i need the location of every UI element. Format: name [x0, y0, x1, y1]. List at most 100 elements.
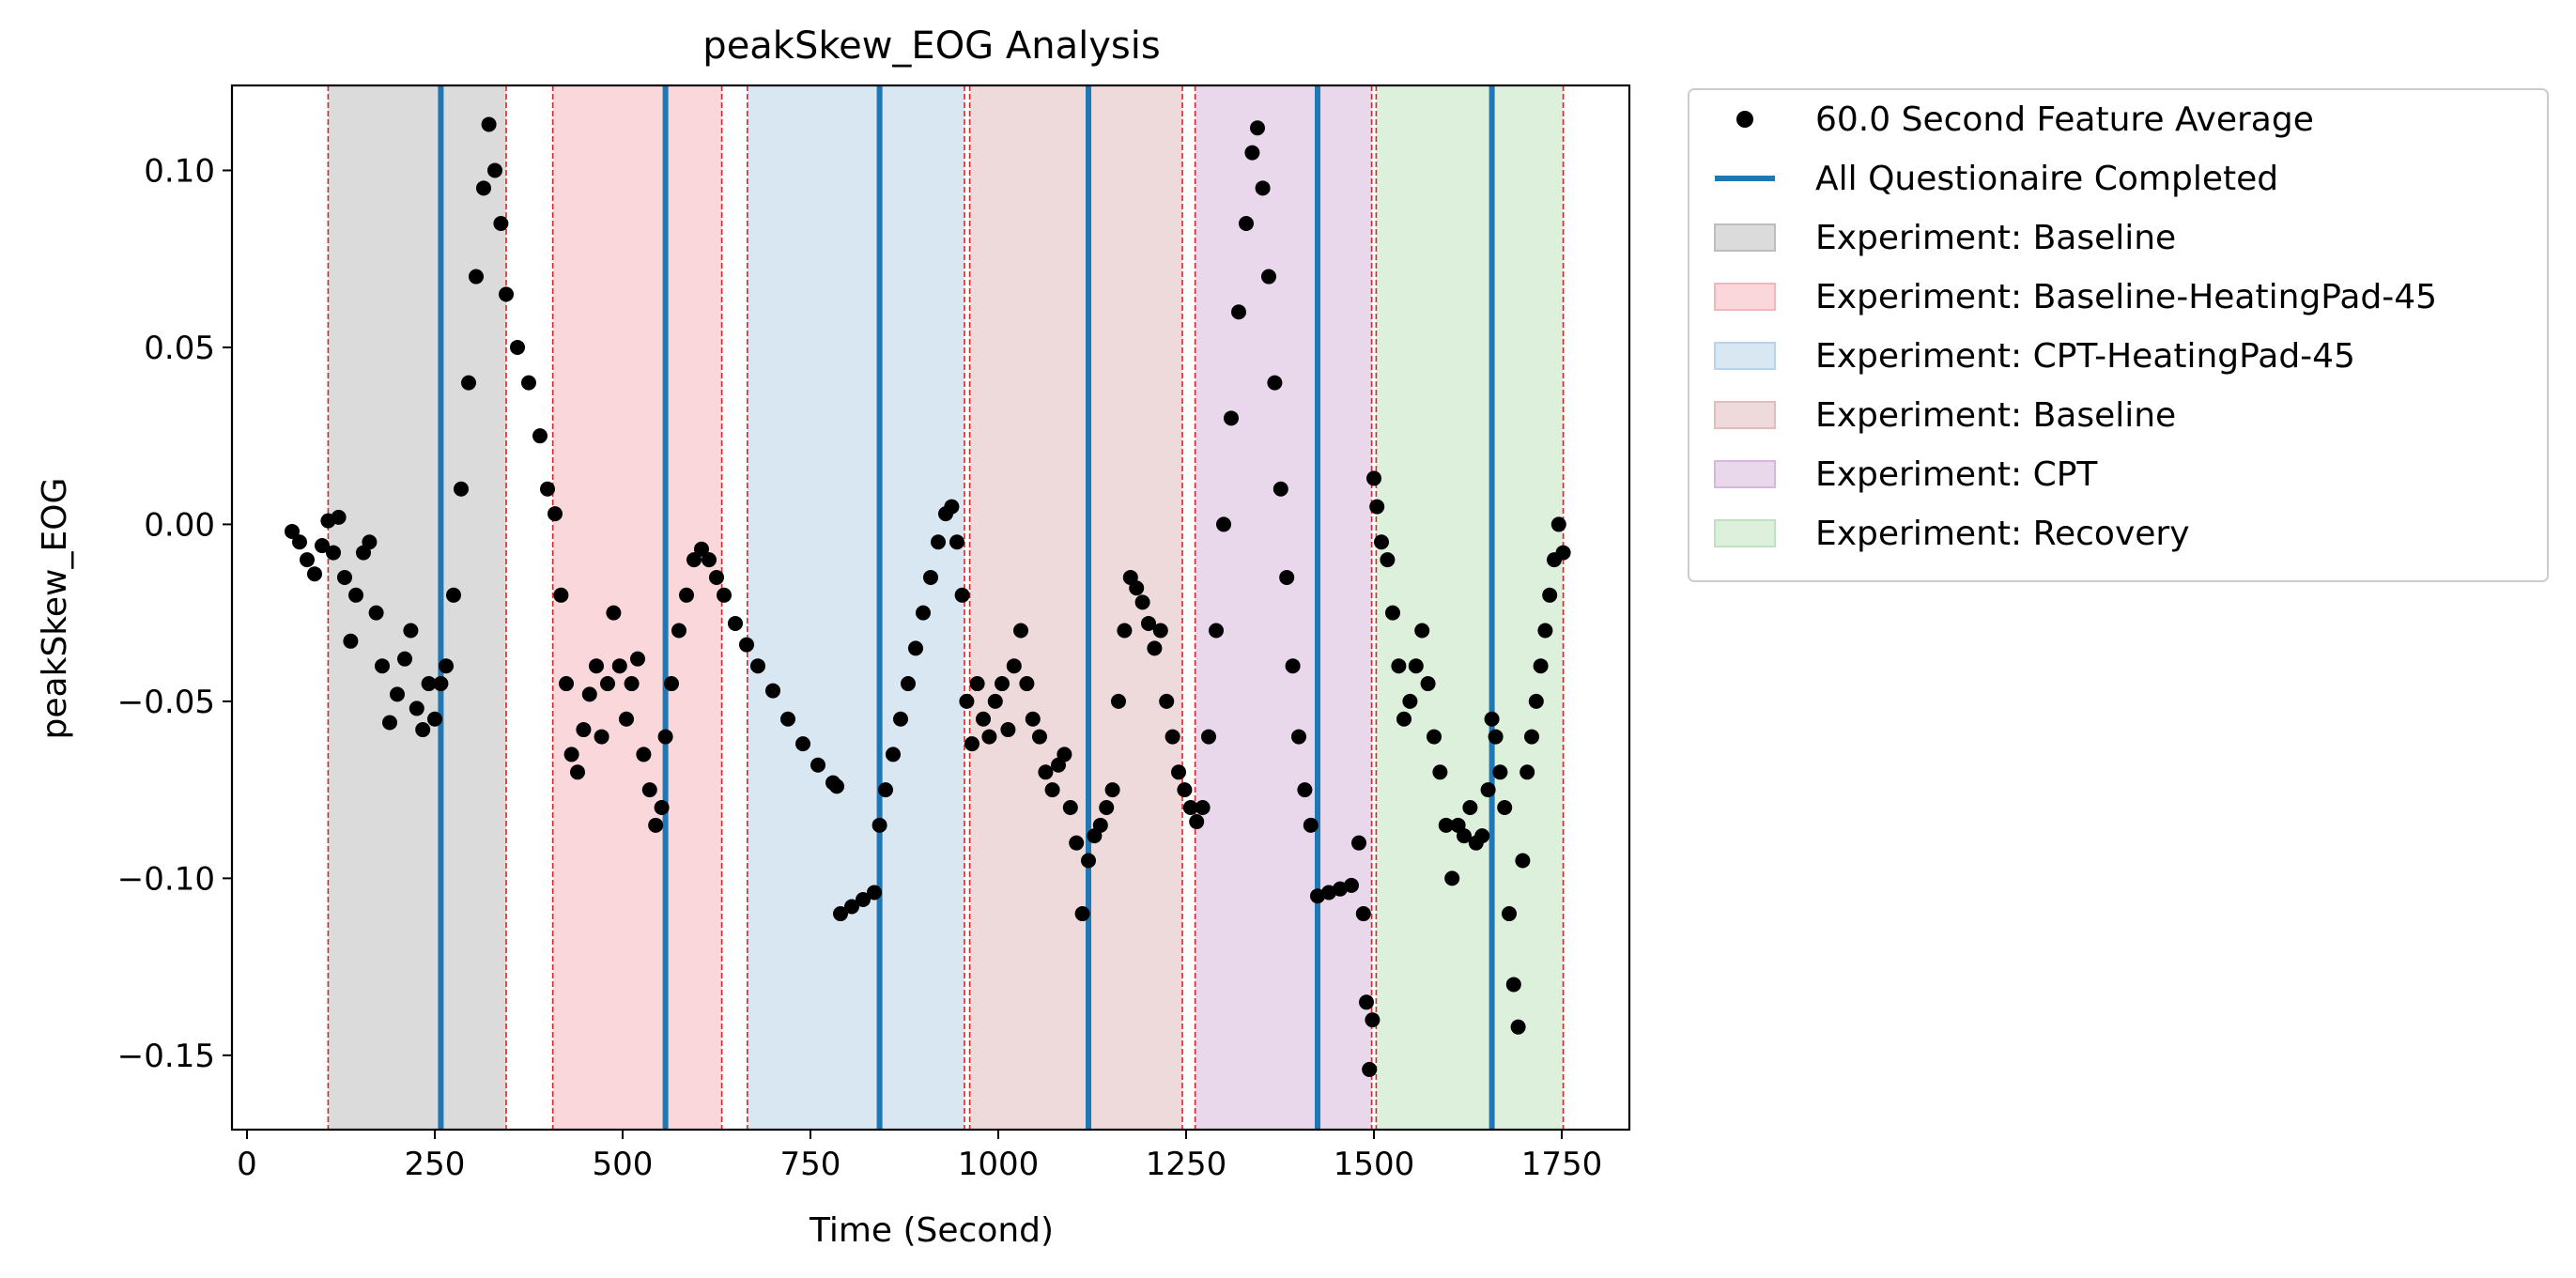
x-tick-label: 500 — [593, 1146, 654, 1183]
data-point — [409, 701, 424, 716]
data-point — [1195, 799, 1211, 815]
data-point — [1000, 722, 1016, 738]
y-tick-label: 0.00 — [144, 506, 215, 544]
data-point — [1147, 640, 1163, 656]
data-point — [969, 676, 985, 692]
data-point — [1519, 764, 1535, 780]
data-point — [893, 711, 908, 727]
data-point — [964, 736, 979, 752]
data-point — [446, 587, 461, 603]
data-point — [717, 587, 732, 603]
data-point — [594, 729, 609, 745]
x-tick-label: 0 — [237, 1146, 257, 1183]
legend-handle — [1714, 401, 1776, 429]
data-point — [1505, 977, 1521, 993]
legend: 60.0 Second Feature Average All Questiona… — [1688, 88, 2549, 582]
data-point — [1533, 658, 1549, 674]
data-point — [954, 587, 970, 603]
data-point — [1216, 516, 1231, 532]
data-point — [1303, 817, 1319, 833]
data-point — [1515, 853, 1531, 869]
data-point — [1291, 729, 1306, 745]
data-point — [867, 885, 882, 901]
region-4 — [1195, 85, 1372, 1130]
data-point — [1310, 888, 1325, 904]
data-point — [307, 566, 322, 582]
data-point — [1374, 534, 1389, 550]
data-point — [1369, 499, 1385, 515]
data-point — [1209, 623, 1224, 639]
data-point — [315, 538, 330, 554]
data-point — [532, 428, 548, 444]
data-point — [1391, 658, 1407, 674]
data-point — [908, 640, 923, 656]
data-point — [1438, 817, 1454, 833]
data-point — [1013, 623, 1028, 639]
data-point — [1355, 906, 1371, 922]
x-axis-label: Time (Second) — [809, 1211, 1054, 1250]
data-point — [654, 799, 670, 815]
data-point — [641, 782, 657, 798]
y-tick-label: −0.15 — [117, 1038, 215, 1075]
legend-label: Experiment: CPT-HeatingPad-45 — [1815, 337, 2355, 376]
data-point — [1537, 623, 1553, 639]
data-point — [563, 747, 579, 762]
legend-handle — [1714, 223, 1776, 252]
data-point — [1365, 1012, 1381, 1028]
data-point — [1025, 711, 1041, 727]
data-point — [510, 339, 525, 355]
data-point — [1244, 145, 1260, 161]
data-point — [959, 693, 975, 709]
data-point — [750, 658, 765, 674]
data-point — [433, 676, 449, 692]
data-point — [1152, 623, 1168, 639]
data-point — [619, 711, 634, 727]
data-point — [709, 569, 724, 585]
data-point — [348, 587, 363, 603]
data-point — [1480, 782, 1496, 798]
x-tick-label: 1750 — [1521, 1146, 1603, 1183]
data-point — [397, 651, 412, 667]
legend-label: Experiment: CPT — [1815, 455, 2098, 494]
data-point — [981, 729, 997, 745]
region-2 — [747, 85, 964, 1130]
legend-handle — [1736, 111, 1753, 128]
data-point — [1380, 552, 1396, 568]
data-point — [1062, 799, 1078, 815]
data-point — [331, 509, 347, 525]
data-point — [995, 676, 1010, 692]
data-point — [326, 545, 341, 561]
data-point — [1432, 764, 1448, 780]
data-point — [1321, 885, 1336, 901]
data-point — [976, 711, 991, 727]
legend-label: Experiment: Baseline-HeatingPad-45 — [1815, 278, 2437, 316]
data-point — [403, 623, 419, 639]
x-axis-ticks: 0 250 500 750 1000 1250 1500 1750 — [237, 1130, 1602, 1183]
data-points — [285, 116, 1571, 1077]
data-point — [1182, 799, 1198, 815]
data-point — [856, 891, 871, 907]
data-point — [1117, 623, 1133, 639]
data-point — [1267, 375, 1283, 391]
data-point — [1273, 481, 1288, 497]
data-point — [1550, 516, 1566, 532]
data-point — [739, 637, 754, 653]
data-point — [1359, 994, 1374, 1010]
data-point — [600, 676, 615, 692]
data-point — [1006, 658, 1022, 674]
region-1 — [552, 85, 722, 1130]
data-point — [1038, 764, 1054, 780]
data-point — [1362, 1061, 1378, 1077]
data-point — [1231, 304, 1246, 320]
legend-label: Experiment: Baseline — [1815, 396, 2176, 435]
data-point — [1171, 764, 1186, 780]
data-point — [1279, 569, 1295, 585]
region-5 — [1376, 85, 1564, 1130]
data-point — [521, 375, 536, 391]
experiment-boundary-lines — [327, 85, 1565, 1130]
data-point — [1044, 782, 1060, 798]
data-point — [1141, 615, 1156, 631]
data-point — [1255, 180, 1271, 196]
data-point — [1201, 729, 1216, 745]
data-point — [559, 676, 574, 692]
